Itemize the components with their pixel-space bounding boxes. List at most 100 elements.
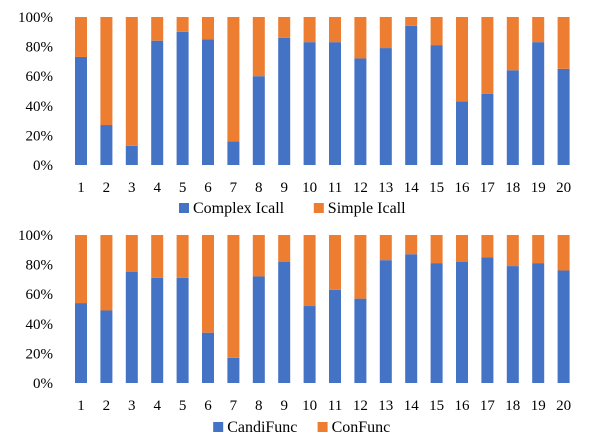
bar-segment-lower: [558, 271, 570, 383]
legend-swatch: [179, 203, 189, 213]
bar-segment-upper: [151, 235, 163, 278]
bar-segment-lower: [177, 32, 189, 165]
bar-segment-upper: [380, 17, 392, 48]
legend-label: Simple Icall: [328, 200, 406, 217]
x-tick-label: 19: [531, 180, 546, 196]
bar-segment-upper: [507, 17, 519, 70]
x-tick-label: 14: [404, 398, 420, 414]
bar-segment-lower: [227, 141, 239, 165]
x-tick-label: 6: [204, 398, 212, 414]
bar-segment-upper: [304, 17, 316, 42]
bar-segment-upper: [100, 235, 112, 310]
x-tick-label: 5: [179, 180, 187, 196]
y-tick-label: 80%: [26, 40, 54, 56]
bar-segment-lower: [481, 94, 493, 165]
x-tick-label: 16: [455, 180, 471, 196]
bar-segment-lower: [405, 26, 417, 165]
bar-segment-lower: [202, 333, 214, 383]
bar-segment-upper: [278, 17, 290, 38]
bar-segment-lower: [100, 310, 112, 383]
x-tick-label: 1: [77, 398, 85, 414]
bar-segment-upper: [481, 17, 493, 94]
y-tick-label: 0%: [33, 376, 53, 392]
bar-segment-upper: [227, 17, 239, 141]
legend-swatch: [314, 203, 324, 213]
y-tick-label: 40%: [26, 317, 54, 333]
legend-label: Complex Icall: [193, 200, 285, 217]
x-tick-label: 17: [480, 180, 496, 196]
bar-segment-upper: [329, 17, 341, 42]
bar-segment-lower: [304, 306, 316, 383]
y-tick-label: 80%: [26, 258, 54, 274]
bar-segment-upper: [558, 235, 570, 271]
bottom-stacked-bar-chart: 0%20%40%60%80%100%1 2 3 4 5 6 7 8 9 10 11 12 13 14 15 1…: [18, 228, 571, 436]
bar-segment-upper: [354, 235, 366, 299]
bar-segment-lower: [151, 278, 163, 383]
legend-label: CandiFunc: [227, 419, 297, 436]
x-tick-label: 8: [255, 398, 263, 414]
x-tick-label: 4: [153, 398, 161, 414]
x-tick-label: 18: [505, 180, 520, 196]
bar-segment-lower: [75, 57, 87, 165]
bar-segment-upper: [507, 235, 519, 266]
bar-segment-lower: [202, 39, 214, 165]
x-tick-label: 20: [556, 180, 571, 196]
bar-segment-upper: [481, 235, 493, 257]
bar-segment-lower: [151, 41, 163, 165]
x-tick-label: 11: [328, 398, 342, 414]
y-tick-label: 0%: [33, 158, 53, 174]
x-tick-label: 12: [353, 398, 368, 414]
bar-segment-upper: [202, 235, 214, 333]
x-tick-label: 9: [280, 398, 288, 414]
bar-segment-lower: [329, 42, 341, 165]
y-tick-label: 20%: [26, 128, 54, 144]
bar-segment-upper: [405, 235, 417, 254]
x-tick-label: 3: [128, 398, 136, 414]
bar-segment-lower: [278, 262, 290, 383]
y-tick-label: 100%: [18, 228, 53, 244]
bar-segment-lower: [431, 45, 443, 165]
legend-swatch: [318, 422, 328, 432]
x-tick-label: 19: [531, 398, 546, 414]
bar-segment-upper: [431, 17, 443, 45]
bar-segment-lower: [380, 260, 392, 383]
bar-segment-lower: [456, 262, 468, 383]
bar-segment-upper: [405, 17, 417, 26]
bar-segment-upper: [304, 235, 316, 306]
bar-segment-upper: [456, 17, 468, 101]
bar-segment-lower: [380, 48, 392, 165]
bar-segment-lower: [354, 58, 366, 165]
bar-segment-upper: [177, 235, 189, 278]
bar-segment-lower: [405, 254, 417, 383]
bar-segment-upper: [329, 235, 341, 290]
bar-segment-lower: [507, 266, 519, 383]
bar-segment-upper: [354, 17, 366, 58]
bar-segment-lower: [100, 125, 112, 165]
bar-segment-lower: [278, 38, 290, 165]
bar-segment-upper: [75, 235, 87, 303]
legend: CandiFunc ConFunc: [213, 419, 390, 436]
y-tick-label: 60%: [26, 69, 54, 85]
x-tick-label: 14: [404, 180, 420, 196]
legend-swatch: [213, 422, 223, 432]
bar-segment-upper: [126, 17, 138, 146]
bar-segment-lower: [253, 76, 265, 165]
bar-segment-upper: [75, 17, 87, 57]
bar-segment-lower: [177, 278, 189, 383]
x-tick-label: 7: [230, 398, 238, 414]
bar-segment-lower: [431, 263, 443, 383]
bar-segment-lower: [532, 263, 544, 383]
x-tick-label: 4: [153, 180, 161, 196]
bar-segment-upper: [456, 235, 468, 262]
y-tick-label: 60%: [26, 287, 54, 303]
bar-segment-lower: [304, 42, 316, 165]
x-tick-label: 13: [378, 398, 393, 414]
legend: Complex Icall Simple Icall: [179, 200, 406, 217]
bar-segment-upper: [227, 235, 239, 358]
bar-segment-upper: [202, 17, 214, 39]
bar-segment-upper: [253, 235, 265, 276]
legend-label: ConFunc: [332, 419, 391, 436]
x-tick-label: 9: [280, 180, 288, 196]
y-tick-label: 40%: [26, 99, 54, 115]
